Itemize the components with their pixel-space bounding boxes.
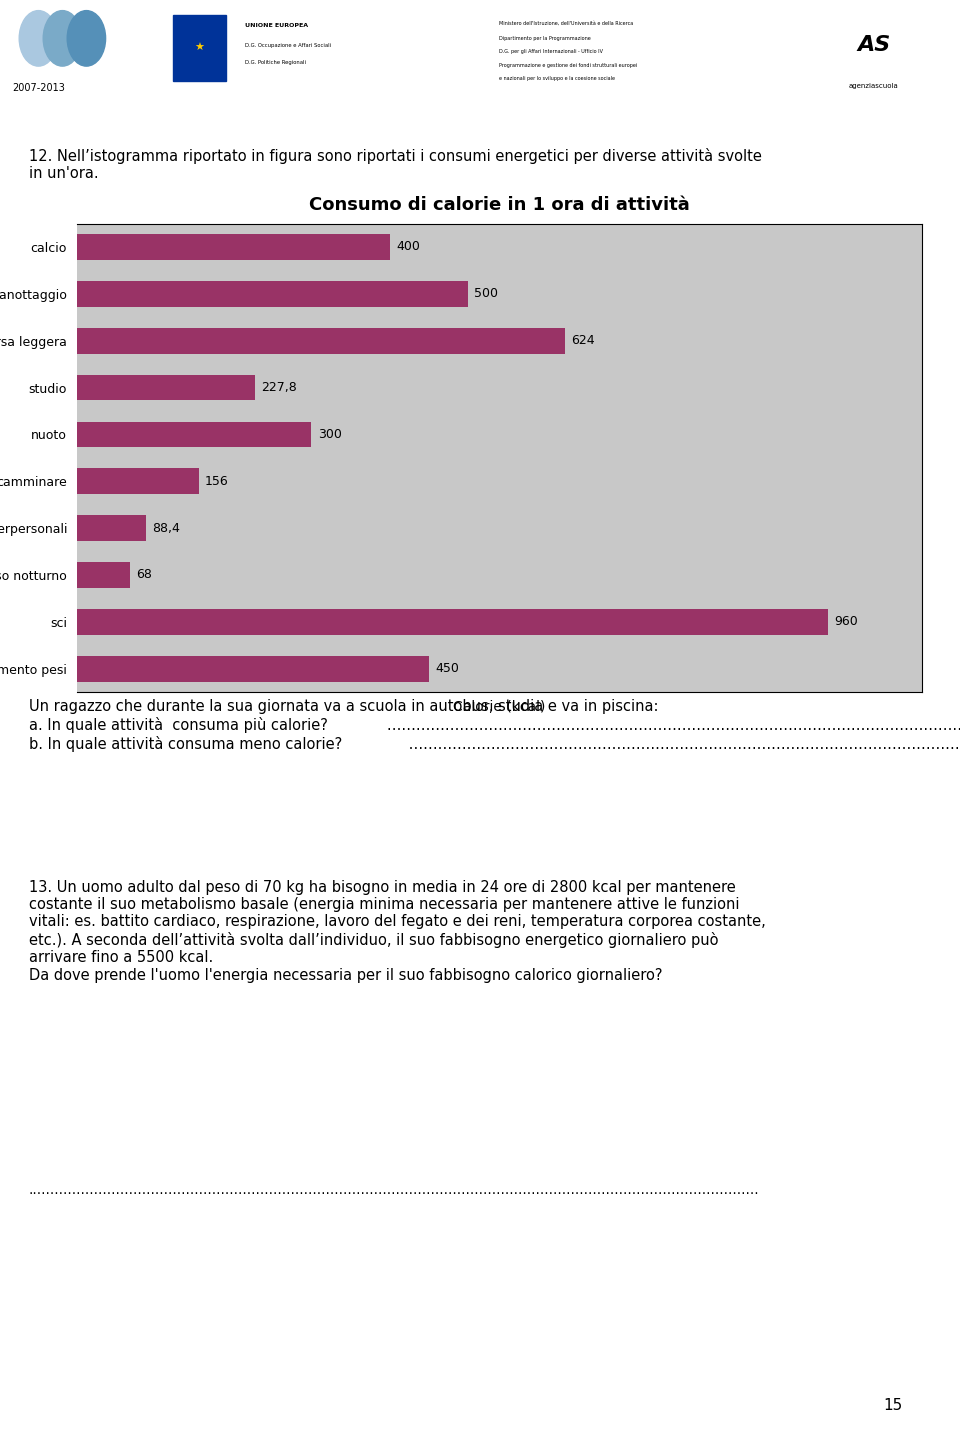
Bar bbox=[77, 515, 146, 541]
Text: Dipartimento per la Programmazione: Dipartimento per la Programmazione bbox=[499, 36, 591, 42]
Bar bbox=[77, 234, 390, 260]
Title: Consumo di calorie in 1 ora di attività: Consumo di calorie in 1 ora di attività bbox=[309, 196, 689, 213]
Text: 13. Un uomo adulto dal peso di 70 kg ha bisogno in media in 24 ore di 2800 kcal : 13. Un uomo adulto dal peso di 70 kg ha … bbox=[29, 880, 765, 983]
Text: Programmazione e gestione dei fondi strutturali europei: Programmazione e gestione dei fondi stru… bbox=[499, 62, 637, 68]
Text: 500: 500 bbox=[474, 287, 498, 300]
Bar bbox=[77, 421, 311, 447]
Bar bbox=[77, 609, 828, 634]
Text: 960: 960 bbox=[834, 616, 857, 629]
Bar bbox=[77, 656, 429, 682]
Bar bbox=[77, 281, 468, 307]
Text: 300: 300 bbox=[318, 428, 342, 441]
Text: e nazionali per lo sviluppo e la coesione sociale: e nazionali per lo sviluppo e la coesion… bbox=[499, 76, 615, 81]
Ellipse shape bbox=[67, 10, 106, 66]
Bar bbox=[77, 375, 255, 401]
Bar bbox=[77, 562, 130, 588]
Text: 400: 400 bbox=[396, 241, 420, 254]
X-axis label: Calorie (kcal): Calorie (kcal) bbox=[453, 699, 545, 714]
Bar bbox=[77, 327, 564, 353]
Text: AS: AS bbox=[857, 36, 890, 55]
Text: 2007-2013: 2007-2013 bbox=[12, 82, 65, 92]
Bar bbox=[173, 16, 226, 81]
Text: 68: 68 bbox=[136, 568, 152, 581]
Text: Ministero dell'Istruzione, dell'Università e della Ricerca: Ministero dell'Istruzione, dell'Universi… bbox=[499, 22, 634, 26]
Text: ................................................................................: ........................................… bbox=[29, 1182, 759, 1197]
Text: Un ragazzo che durante la sua giornata va a scuola in autobus, studia e va in pi: Un ragazzo che durante la sua giornata v… bbox=[29, 699, 960, 751]
Text: 450: 450 bbox=[435, 662, 459, 675]
Text: 624: 624 bbox=[571, 335, 595, 348]
Ellipse shape bbox=[19, 10, 58, 66]
Text: agenziascuola: agenziascuola bbox=[849, 82, 899, 89]
Text: UNIONE EUROPEA: UNIONE EUROPEA bbox=[245, 23, 308, 27]
Text: 12. Nell’istogramma riportato in figura sono riportati i consumi energetici per : 12. Nell’istogramma riportato in figura … bbox=[29, 149, 761, 182]
Ellipse shape bbox=[43, 10, 82, 66]
Text: 88,4: 88,4 bbox=[153, 522, 180, 535]
Text: 156: 156 bbox=[205, 474, 228, 487]
Text: D.G. Politiche Regionali: D.G. Politiche Regionali bbox=[245, 61, 306, 65]
Text: 15: 15 bbox=[883, 1399, 902, 1413]
Bar bbox=[77, 469, 199, 495]
Text: 227,8: 227,8 bbox=[261, 381, 297, 394]
Text: D.G. Occupazione e Affari Sociali: D.G. Occupazione e Affari Sociali bbox=[245, 43, 331, 48]
Text: D.G. per gli Affari Internazionali - Ufficio IV: D.G. per gli Affari Internazionali - Uff… bbox=[499, 49, 603, 55]
Text: ★: ★ bbox=[195, 43, 204, 53]
